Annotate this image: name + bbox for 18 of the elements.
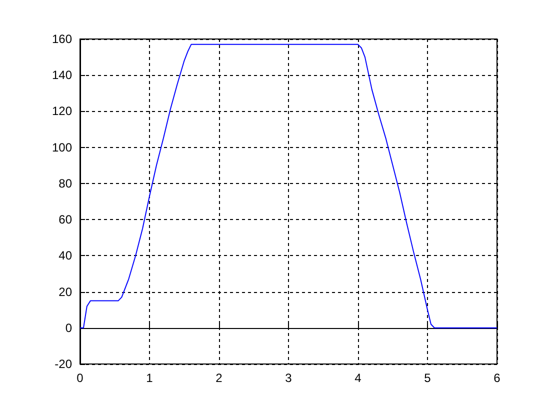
x-tick-label: 0 (76, 371, 84, 385)
x-tick-label: 4 (354, 371, 362, 385)
line-series (80, 44, 498, 328)
y-tick-label: -20 (54, 357, 72, 371)
y-tick-label: 60 (58, 212, 72, 227)
x-tick-label: 6 (494, 371, 501, 385)
y-tick-label: 80 (58, 176, 72, 190)
y-tick-label: 0 (65, 320, 72, 335)
x-tick-label: 1 (146, 371, 154, 385)
y-tick-label: 160 (52, 32, 72, 46)
y-tick-label: 20 (58, 284, 72, 299)
y-tick-label: 40 (58, 248, 72, 263)
y-tick-label: 140 (52, 68, 72, 82)
x-tick-label: 2 (216, 371, 223, 385)
x-tick-label: 3 (285, 371, 292, 385)
y-tick-label: 100 (52, 140, 72, 154)
y-tick-label: 120 (52, 104, 72, 118)
x-tick-label: 5 (424, 371, 432, 385)
